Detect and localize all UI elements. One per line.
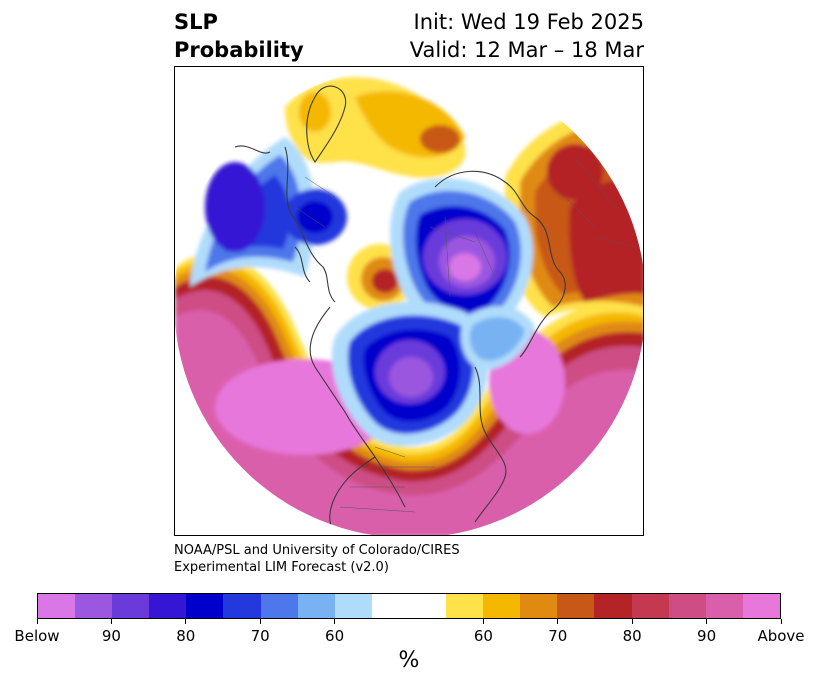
title-line-1: SLP	[174, 10, 218, 34]
arctic-above-core	[420, 125, 460, 153]
colorbar-segment	[260, 594, 298, 618]
colorbar-tick-mark	[36, 619, 38, 624]
colorbar-segment	[668, 594, 706, 618]
east-asia-above	[547, 144, 603, 200]
credit-text: NOAA/PSL and University of Colorado/CIRE…	[174, 542, 460, 576]
scand-below-core	[297, 201, 333, 233]
colorbar-segment	[705, 594, 743, 618]
colorbar-segment	[75, 594, 113, 618]
colorbar-tick-label: Below	[14, 627, 60, 645]
colorbar-segment	[483, 594, 521, 618]
colorbar-segment	[557, 594, 595, 618]
credit-line-2: Experimental LIM Forecast (v2.0)	[174, 560, 389, 575]
colorbar-segment	[186, 594, 224, 618]
colorbar-segment	[38, 594, 76, 618]
title-line-2: Probability	[174, 38, 304, 62]
colorbar-tick-label: 80	[622, 627, 642, 645]
colorbar-tick-label: Above	[757, 627, 805, 645]
europe-below-core	[205, 162, 265, 252]
colorbar-segment	[446, 594, 484, 618]
colorbar-unit: %	[398, 648, 420, 673]
colorbar-tick-label: 70	[250, 627, 270, 645]
colorbar-segment	[742, 594, 780, 618]
colorbar-segment	[520, 594, 558, 618]
colorbar-segment	[631, 594, 669, 618]
colorbar-tick-label: 90	[697, 627, 717, 645]
colorbar-segment	[223, 594, 261, 618]
map-title: SLP Probability	[174, 8, 304, 64]
colorbar-segment	[408, 594, 447, 618]
colorbar-tick-mark	[334, 619, 336, 624]
init-date: Init: Wed 19 Feb 2025	[413, 10, 644, 34]
coastlines	[234, 85, 643, 535]
colorbar-segment	[297, 594, 335, 618]
colorbar-tick-label: 60	[473, 627, 493, 645]
pacific-above-band6	[175, 310, 643, 535]
colorbar-segment	[371, 594, 409, 618]
eurasia-above-core	[569, 178, 643, 302]
colorbar-tick-label: 60	[325, 627, 345, 645]
colorbar-segment	[594, 594, 632, 618]
colorbar-tick-mark	[780, 619, 782, 624]
colorbar-tick-mark	[259, 619, 261, 624]
colorbar-tick-mark	[482, 619, 484, 624]
canada-below-center	[389, 357, 433, 397]
colorbar-tick-mark	[110, 619, 112, 624]
valid-date: Valid: 12 Mar – 18 Mar	[409, 38, 644, 62]
credit-line-1: NOAA/PSL and University of Colorado/CIRE…	[174, 543, 460, 558]
colorbar-tick-label: 90	[101, 627, 121, 645]
russia-below-peak	[449, 253, 481, 281]
colorbar-segment	[112, 594, 150, 618]
probability-field	[175, 67, 643, 535]
colorbar-tick-label: 80	[176, 627, 196, 645]
colorbar	[37, 593, 781, 619]
alaska-below-mid	[469, 317, 525, 361]
colorbar-tick-mark	[631, 619, 633, 624]
colorbar-segment	[334, 594, 372, 618]
borders	[294, 156, 636, 513]
colorbar-tick-mark	[557, 619, 559, 624]
colorbar-tick-mark	[706, 619, 708, 624]
atlantic-high-core	[372, 269, 398, 293]
colorbar-tick-mark	[185, 619, 187, 624]
polar-map	[174, 66, 644, 536]
colorbar-tick-label: 70	[548, 627, 568, 645]
forecast-dates: Init: Wed 19 Feb 2025 Valid: 12 Mar – 18…	[410, 8, 644, 64]
colorbar-segment	[149, 594, 187, 618]
